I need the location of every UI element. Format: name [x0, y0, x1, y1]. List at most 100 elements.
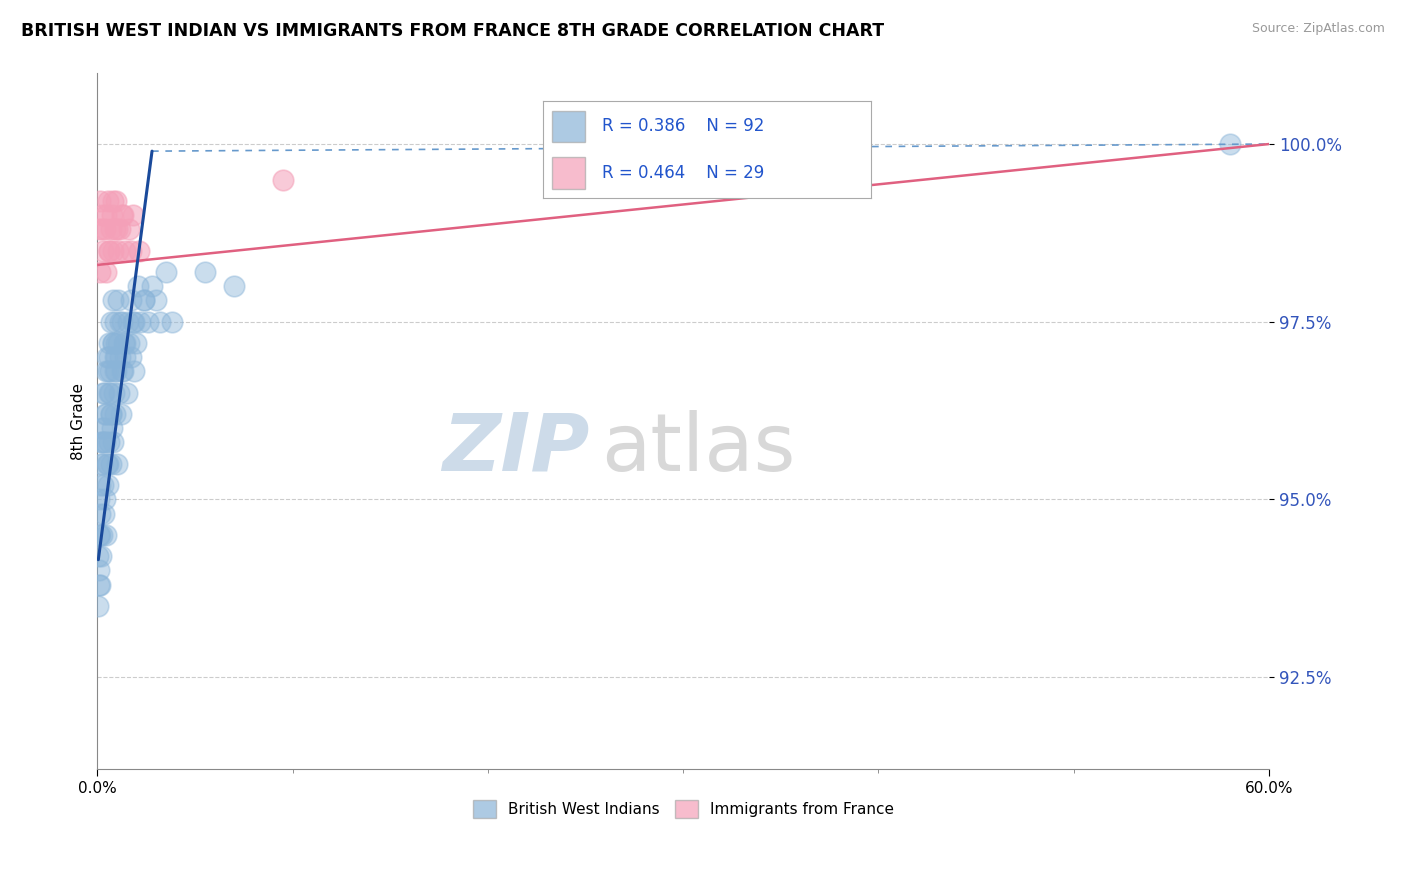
Point	[114, 350, 136, 364]
Point	[87, 577, 110, 591]
Point	[115, 385, 138, 400]
Point	[101, 208, 124, 222]
Point	[105, 350, 128, 364]
Point	[117, 315, 139, 329]
Point	[149, 315, 172, 329]
Text: Source: ZipAtlas.com: Source: ZipAtlas.com	[1251, 22, 1385, 36]
Point	[104, 315, 127, 329]
Point	[90, 435, 112, 450]
Point	[108, 350, 131, 364]
Point	[104, 364, 127, 378]
Point	[108, 222, 131, 236]
Point	[103, 336, 125, 351]
Point	[134, 293, 156, 308]
Point	[91, 222, 114, 236]
Point	[97, 336, 120, 351]
Point	[87, 563, 110, 577]
Point	[94, 407, 117, 421]
Point	[97, 350, 120, 364]
Point	[117, 336, 139, 351]
Point	[100, 407, 122, 421]
Point	[89, 265, 111, 279]
Point	[129, 315, 152, 329]
Point	[94, 492, 117, 507]
Point	[89, 507, 111, 521]
Point	[97, 478, 120, 492]
Point	[93, 507, 115, 521]
Point	[91, 457, 114, 471]
Point	[98, 385, 121, 400]
Point	[91, 478, 114, 492]
Point	[93, 435, 115, 450]
Point	[87, 549, 110, 563]
Point	[100, 407, 122, 421]
Point	[110, 407, 132, 421]
Point	[134, 293, 156, 308]
Point	[90, 435, 112, 450]
Point	[94, 208, 117, 222]
Point	[108, 315, 131, 329]
Text: atlas: atlas	[602, 410, 796, 488]
Point	[107, 336, 129, 351]
Y-axis label: 8th Grade: 8th Grade	[72, 383, 86, 459]
Point	[100, 222, 122, 236]
Point	[124, 315, 146, 329]
Point	[90, 549, 112, 563]
Point	[105, 457, 128, 471]
Point	[121, 315, 143, 329]
Point	[105, 222, 128, 236]
Point	[103, 364, 125, 378]
Point	[120, 293, 142, 308]
Point	[96, 194, 118, 208]
Point	[90, 457, 112, 471]
Point	[103, 385, 125, 400]
Point	[94, 407, 117, 421]
Point	[107, 293, 129, 308]
Point	[96, 350, 118, 364]
Point	[100, 457, 122, 471]
Point	[136, 315, 159, 329]
Point	[87, 599, 110, 613]
Point	[108, 385, 131, 400]
Point	[98, 385, 121, 400]
Point	[104, 407, 127, 421]
Point	[114, 336, 136, 351]
Point	[96, 364, 118, 378]
Point	[1219, 136, 1241, 151]
Point	[91, 528, 114, 542]
Point	[101, 421, 124, 435]
Point	[141, 279, 163, 293]
Point	[103, 244, 125, 258]
Point	[111, 315, 134, 329]
Point	[111, 364, 134, 378]
Point	[98, 244, 121, 258]
Point	[101, 336, 124, 351]
Point	[96, 457, 118, 471]
Point	[94, 222, 117, 236]
Point	[101, 194, 124, 208]
Point	[94, 435, 117, 450]
Point	[90, 421, 112, 435]
Point	[105, 336, 128, 351]
Point	[93, 385, 115, 400]
Text: BRITISH WEST INDIAN VS IMMIGRANTS FROM FRANCE 8TH GRADE CORRELATION CHART: BRITISH WEST INDIAN VS IMMIGRANTS FROM F…	[21, 22, 884, 40]
Point	[271, 172, 294, 186]
Point	[101, 293, 124, 308]
Point	[128, 244, 150, 258]
Legend: British West Indians, Immigrants from France: British West Indians, Immigrants from Fr…	[467, 794, 900, 824]
Point	[89, 478, 111, 492]
Point	[120, 350, 142, 364]
Point	[91, 385, 114, 400]
Point	[91, 421, 114, 435]
Point	[89, 528, 111, 542]
Point	[117, 222, 139, 236]
Point	[125, 336, 148, 351]
Point	[112, 336, 135, 351]
Point	[96, 364, 118, 378]
Point	[87, 528, 110, 542]
Point	[160, 315, 183, 329]
Point	[87, 222, 110, 236]
Point	[194, 265, 217, 279]
Point	[91, 244, 114, 258]
Point	[127, 279, 149, 293]
